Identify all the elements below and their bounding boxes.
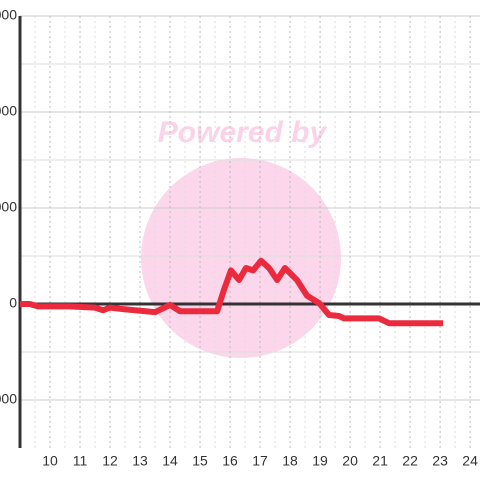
watermark: Powered by: [158, 116, 328, 149]
x-tick-label: 15: [192, 453, 208, 469]
y-tick-label: 4,000: [0, 103, 17, 119]
x-tick-label: 17: [252, 453, 268, 469]
y-tick-label: 0: [9, 295, 17, 311]
x-tick-label: 13: [132, 453, 148, 469]
x-tick-label: 11: [73, 453, 88, 469]
x-tick-label: 18: [282, 453, 298, 469]
y-tick-label: 6,000: [0, 7, 17, 23]
line: [20, 257, 444, 327]
x-tick-label: 10: [42, 453, 58, 469]
x-tick-label: 23: [432, 453, 448, 469]
x-tick-label: 14: [162, 453, 178, 469]
x-tick-label: 12: [102, 453, 118, 469]
watermark-logo: [141, 158, 341, 358]
x-tick-label: 24: [462, 453, 478, 469]
x-tick-label: 19: [312, 453, 328, 469]
x-tick-label: 20: [342, 453, 358, 469]
y-tick-label: -2,000: [0, 391, 17, 407]
x-tick-label: 16: [222, 453, 238, 469]
x-tick-label: 22: [402, 453, 418, 469]
y-tick-label: 2,000: [0, 199, 17, 215]
x-tick-label: 21: [372, 453, 388, 469]
